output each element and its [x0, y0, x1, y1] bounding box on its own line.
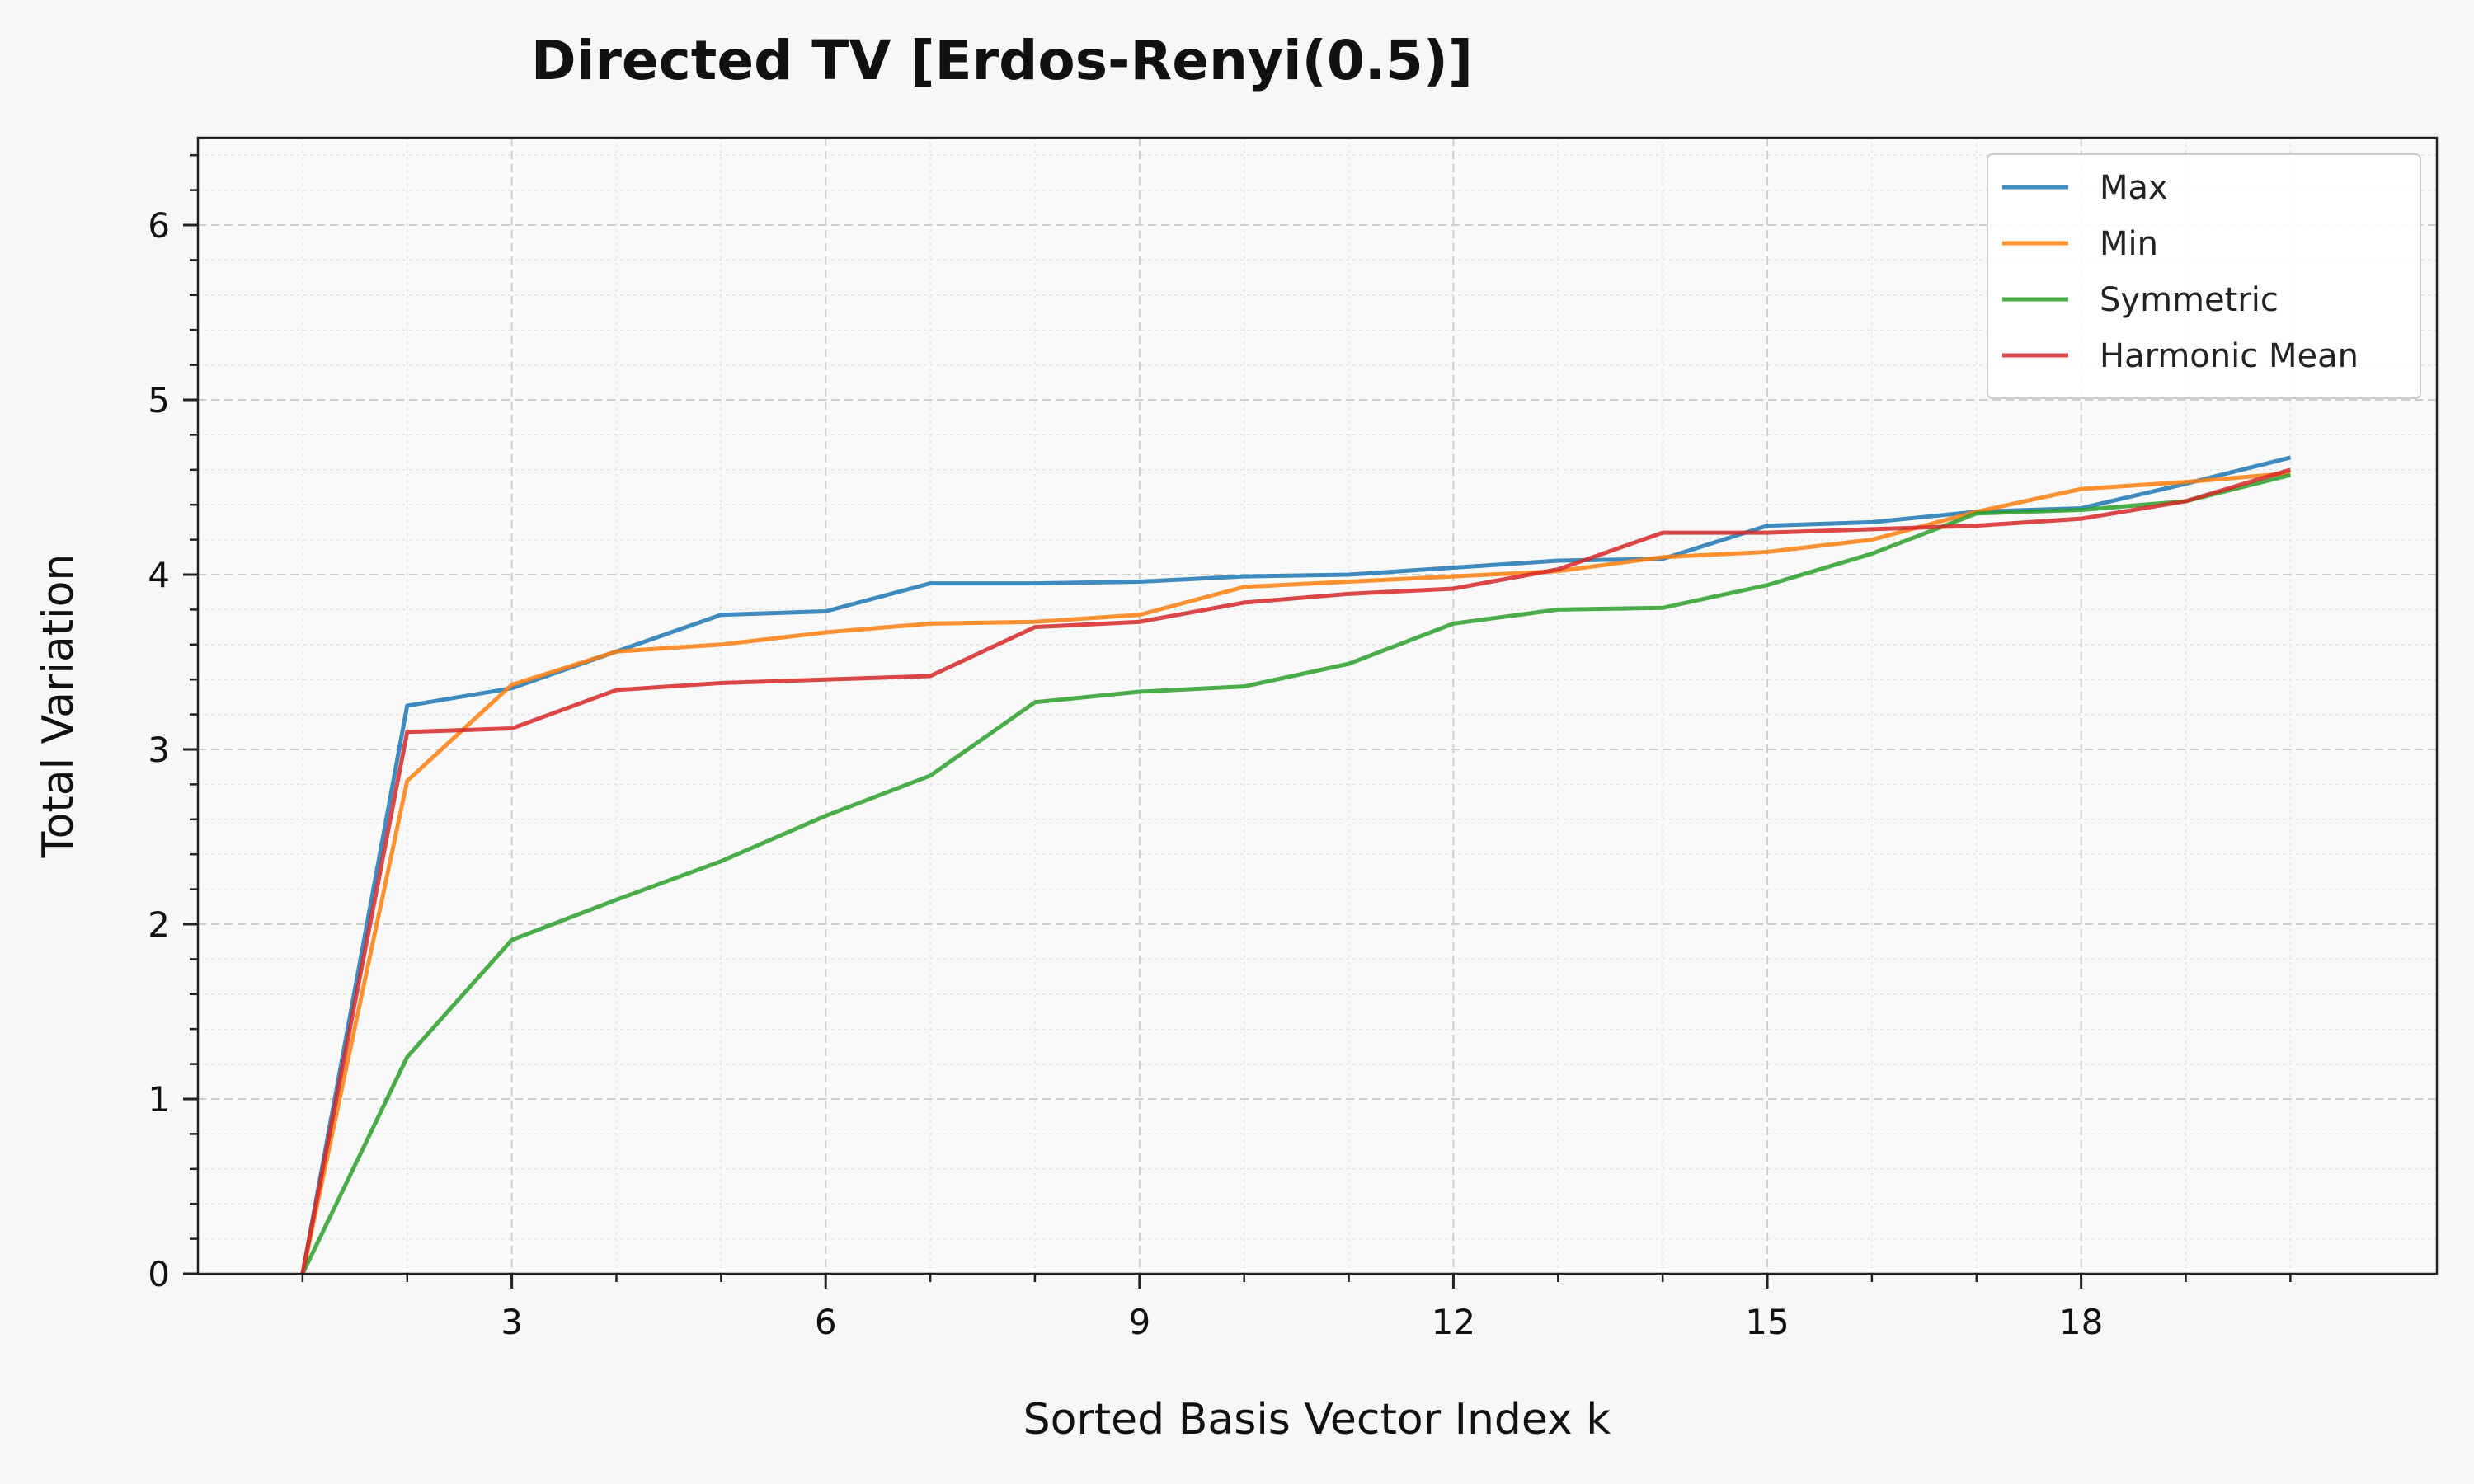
series-line-symmetric [300, 472, 2291, 1275]
x-tick-label: 6 [815, 1302, 837, 1342]
x-tick-label: 18 [2059, 1302, 2103, 1342]
series-line-max [300, 455, 2291, 1275]
y-tick-label: 1 [148, 1079, 170, 1120]
legend-label-min: Min [2100, 225, 2158, 263]
x-axis-label: Sorted Basis Vector Index k [1023, 1395, 1611, 1444]
x-tick-label: 3 [501, 1302, 523, 1342]
y-tick-label: 5 [148, 380, 170, 420]
y-tick-label: 0 [148, 1254, 170, 1294]
x-axis: 3 6 9 12 15 18 [301, 1274, 2292, 1342]
x-tick-label: 12 [1432, 1302, 1475, 1342]
legend-box [1987, 153, 2421, 399]
y-tick-label: 4 [148, 555, 170, 595]
legend: Max Min Symmetric Harmonic Mean [1987, 153, 2421, 399]
y-tick-label: 3 [148, 730, 170, 770]
x-tick-label: 15 [1745, 1302, 1789, 1342]
plot-frame [196, 136, 2439, 1275]
y-tick-label: 6 [148, 205, 170, 246]
x-tick-label: 9 [1128, 1302, 1150, 1342]
legend-label-max: Max [2100, 169, 2168, 207]
y-axis-label: Total Variation [34, 554, 83, 859]
chart-title: Directed TV [Erdos-Renyi(0.5)] [531, 29, 1473, 92]
legend-label-harmonic-mean: Harmonic Mean [2100, 337, 2359, 375]
series-line-min [300, 471, 2291, 1275]
y-tick-label: 2 [148, 904, 170, 945]
series-line-harmonic-mean [300, 467, 2292, 1275]
legend-label-symmetric: Symmetric [2100, 281, 2279, 319]
series-layer [300, 455, 2292, 1275]
y-axis: 0 1 2 3 4 5 6 [148, 153, 198, 1294]
